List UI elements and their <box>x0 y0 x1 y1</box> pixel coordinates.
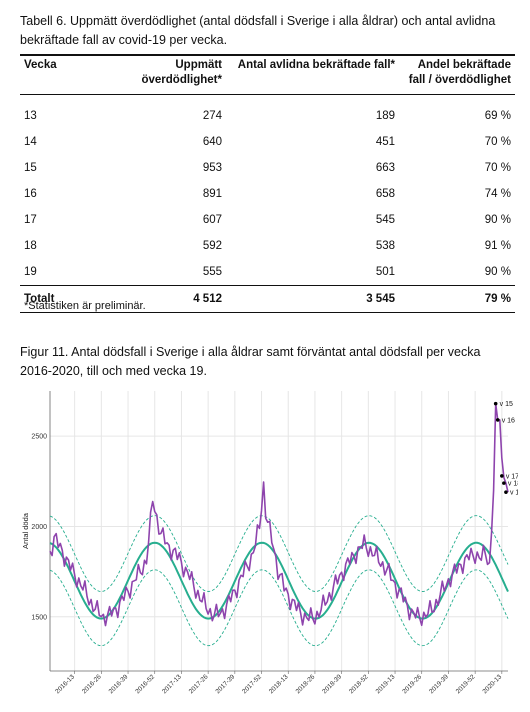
table-row: 14 640 451 70 % <box>20 129 515 155</box>
x-tick-label: 2019-26 <box>401 673 423 695</box>
x-tick-label: 2018-39 <box>321 673 343 695</box>
mortality-chart: 1500 2000 2500 2016-13 2016-26 2016-39 2016-52… <box>21 391 518 695</box>
x-tick-label: 2018-26 <box>295 673 317 695</box>
cell-deaths: 451 <box>375 136 395 148</box>
cell-week: 16 <box>24 188 37 200</box>
total-excess: 4 512 <box>98 285 226 313</box>
cell-share: 90 % <box>484 214 511 226</box>
x-tick-label: 2019-13 <box>375 673 397 695</box>
cell-share: 70 % <box>484 136 511 148</box>
x-tick-label: 2017-13 <box>161 673 183 695</box>
week-label: v 18 <box>508 481 518 488</box>
cell-excess: 953 <box>202 162 222 174</box>
x-tick-label: 2017-26 <box>188 673 210 695</box>
x-tick-label: 2016-52 <box>134 673 156 695</box>
week-point-marker <box>500 474 504 478</box>
cell-deaths: 538 <box>375 240 395 252</box>
y-tick-label: 2000 <box>31 524 47 531</box>
cell-deaths: 658 <box>375 188 395 200</box>
x-tick-label: 2019-39 <box>428 673 450 695</box>
table-row: 16 891 658 74 % <box>20 181 515 207</box>
week-point-marker <box>495 418 500 422</box>
table-header-row: Vecka Uppmätt överdödlighet* Antal avlid… <box>20 55 515 95</box>
table-footnote: *Statistiken är preliminär. <box>24 300 146 312</box>
cell-share: 70 % <box>484 162 511 174</box>
excess-mortality-table: Vecka Uppmätt överdödlighet* Antal avlid… <box>20 54 515 313</box>
total-deaths: 3 545 <box>226 285 399 313</box>
expected-deaths-line <box>49 541 509 620</box>
x-tick-label: 2016-39 <box>108 673 130 695</box>
table-total-row: Totalt 4 512 3 545 79 % <box>20 285 515 313</box>
y-tick-label: 2500 <box>31 434 47 441</box>
x-tick-label: 2018-52 <box>348 673 370 695</box>
figure-caption: Figur 11. Antal dödsfall i Sverige i all… <box>20 345 481 378</box>
cell-deaths: 189 <box>375 110 395 122</box>
cell-deaths: 501 <box>375 266 395 278</box>
cell-excess: 274 <box>202 110 222 122</box>
col-header-share: Andel bekräftade fall / överdödlighet <box>408 59 511 86</box>
col-header-deaths: Antal avlidna bekräftade fall* <box>237 59 395 71</box>
cell-week: 15 <box>24 162 37 174</box>
lower-bound-line <box>49 569 509 647</box>
x-tick-label: 2017-39 <box>214 673 236 695</box>
cell-deaths: 663 <box>375 162 395 174</box>
cell-week: 14 <box>24 136 37 148</box>
cell-share: 90 % <box>484 266 511 278</box>
table-row: 15 953 663 70 % <box>20 155 515 181</box>
x-tick-label: 2020-13 <box>481 673 503 695</box>
x-tick-label: 2016-26 <box>81 673 103 695</box>
total-share: 79 % <box>399 285 515 313</box>
week-label: v 15 <box>500 401 513 408</box>
cell-excess: 592 <box>202 240 222 252</box>
total-label: Totalt <box>20 285 98 313</box>
week-point-marker <box>493 401 498 406</box>
x-tick-label: 2019-52 <box>455 673 477 695</box>
week-label: v 16 <box>502 417 515 424</box>
cell-week: 18 <box>24 240 37 252</box>
y-axis-label: Antal döda <box>21 512 30 549</box>
col-header-week: Vecka <box>24 59 57 71</box>
table-row: 13 274 189 69 % <box>20 95 515 130</box>
col-header-excess: Uppmätt överdödlighet* <box>141 59 222 86</box>
cell-excess: 607 <box>202 214 222 226</box>
cell-share: 69 % <box>484 110 511 122</box>
x-tick-label: 2016-13 <box>54 673 76 695</box>
observed-deaths-line <box>49 402 509 627</box>
cell-excess: 640 <box>202 136 222 148</box>
cell-excess: 555 <box>202 266 222 278</box>
cell-share: 74 % <box>484 188 511 200</box>
x-tick-label: 2017-52 <box>241 673 263 695</box>
table-row: 19 555 501 90 % <box>20 259 515 286</box>
table-row: 18 592 538 91 % <box>20 233 515 259</box>
cell-week: 13 <box>24 110 37 122</box>
table-row: 17 607 545 90 % <box>20 207 515 233</box>
upper-bound-line <box>49 515 509 592</box>
x-tick-label: 2018-13 <box>268 673 290 695</box>
cell-week: 17 <box>24 214 37 226</box>
week-point-marker <box>504 490 508 494</box>
y-tick-label: 1500 <box>31 614 47 621</box>
week-point-marker <box>502 481 506 485</box>
table-caption: Tabell 6. Uppmätt överdödlighet (antal d… <box>20 14 496 47</box>
week-label: v 17 <box>506 473 518 480</box>
cell-excess: 891 <box>202 188 222 200</box>
week-label: v 19 <box>510 490 518 497</box>
cell-week: 19 <box>24 266 37 278</box>
cell-share: 91 % <box>484 240 511 252</box>
cell-deaths: 545 <box>375 214 395 226</box>
